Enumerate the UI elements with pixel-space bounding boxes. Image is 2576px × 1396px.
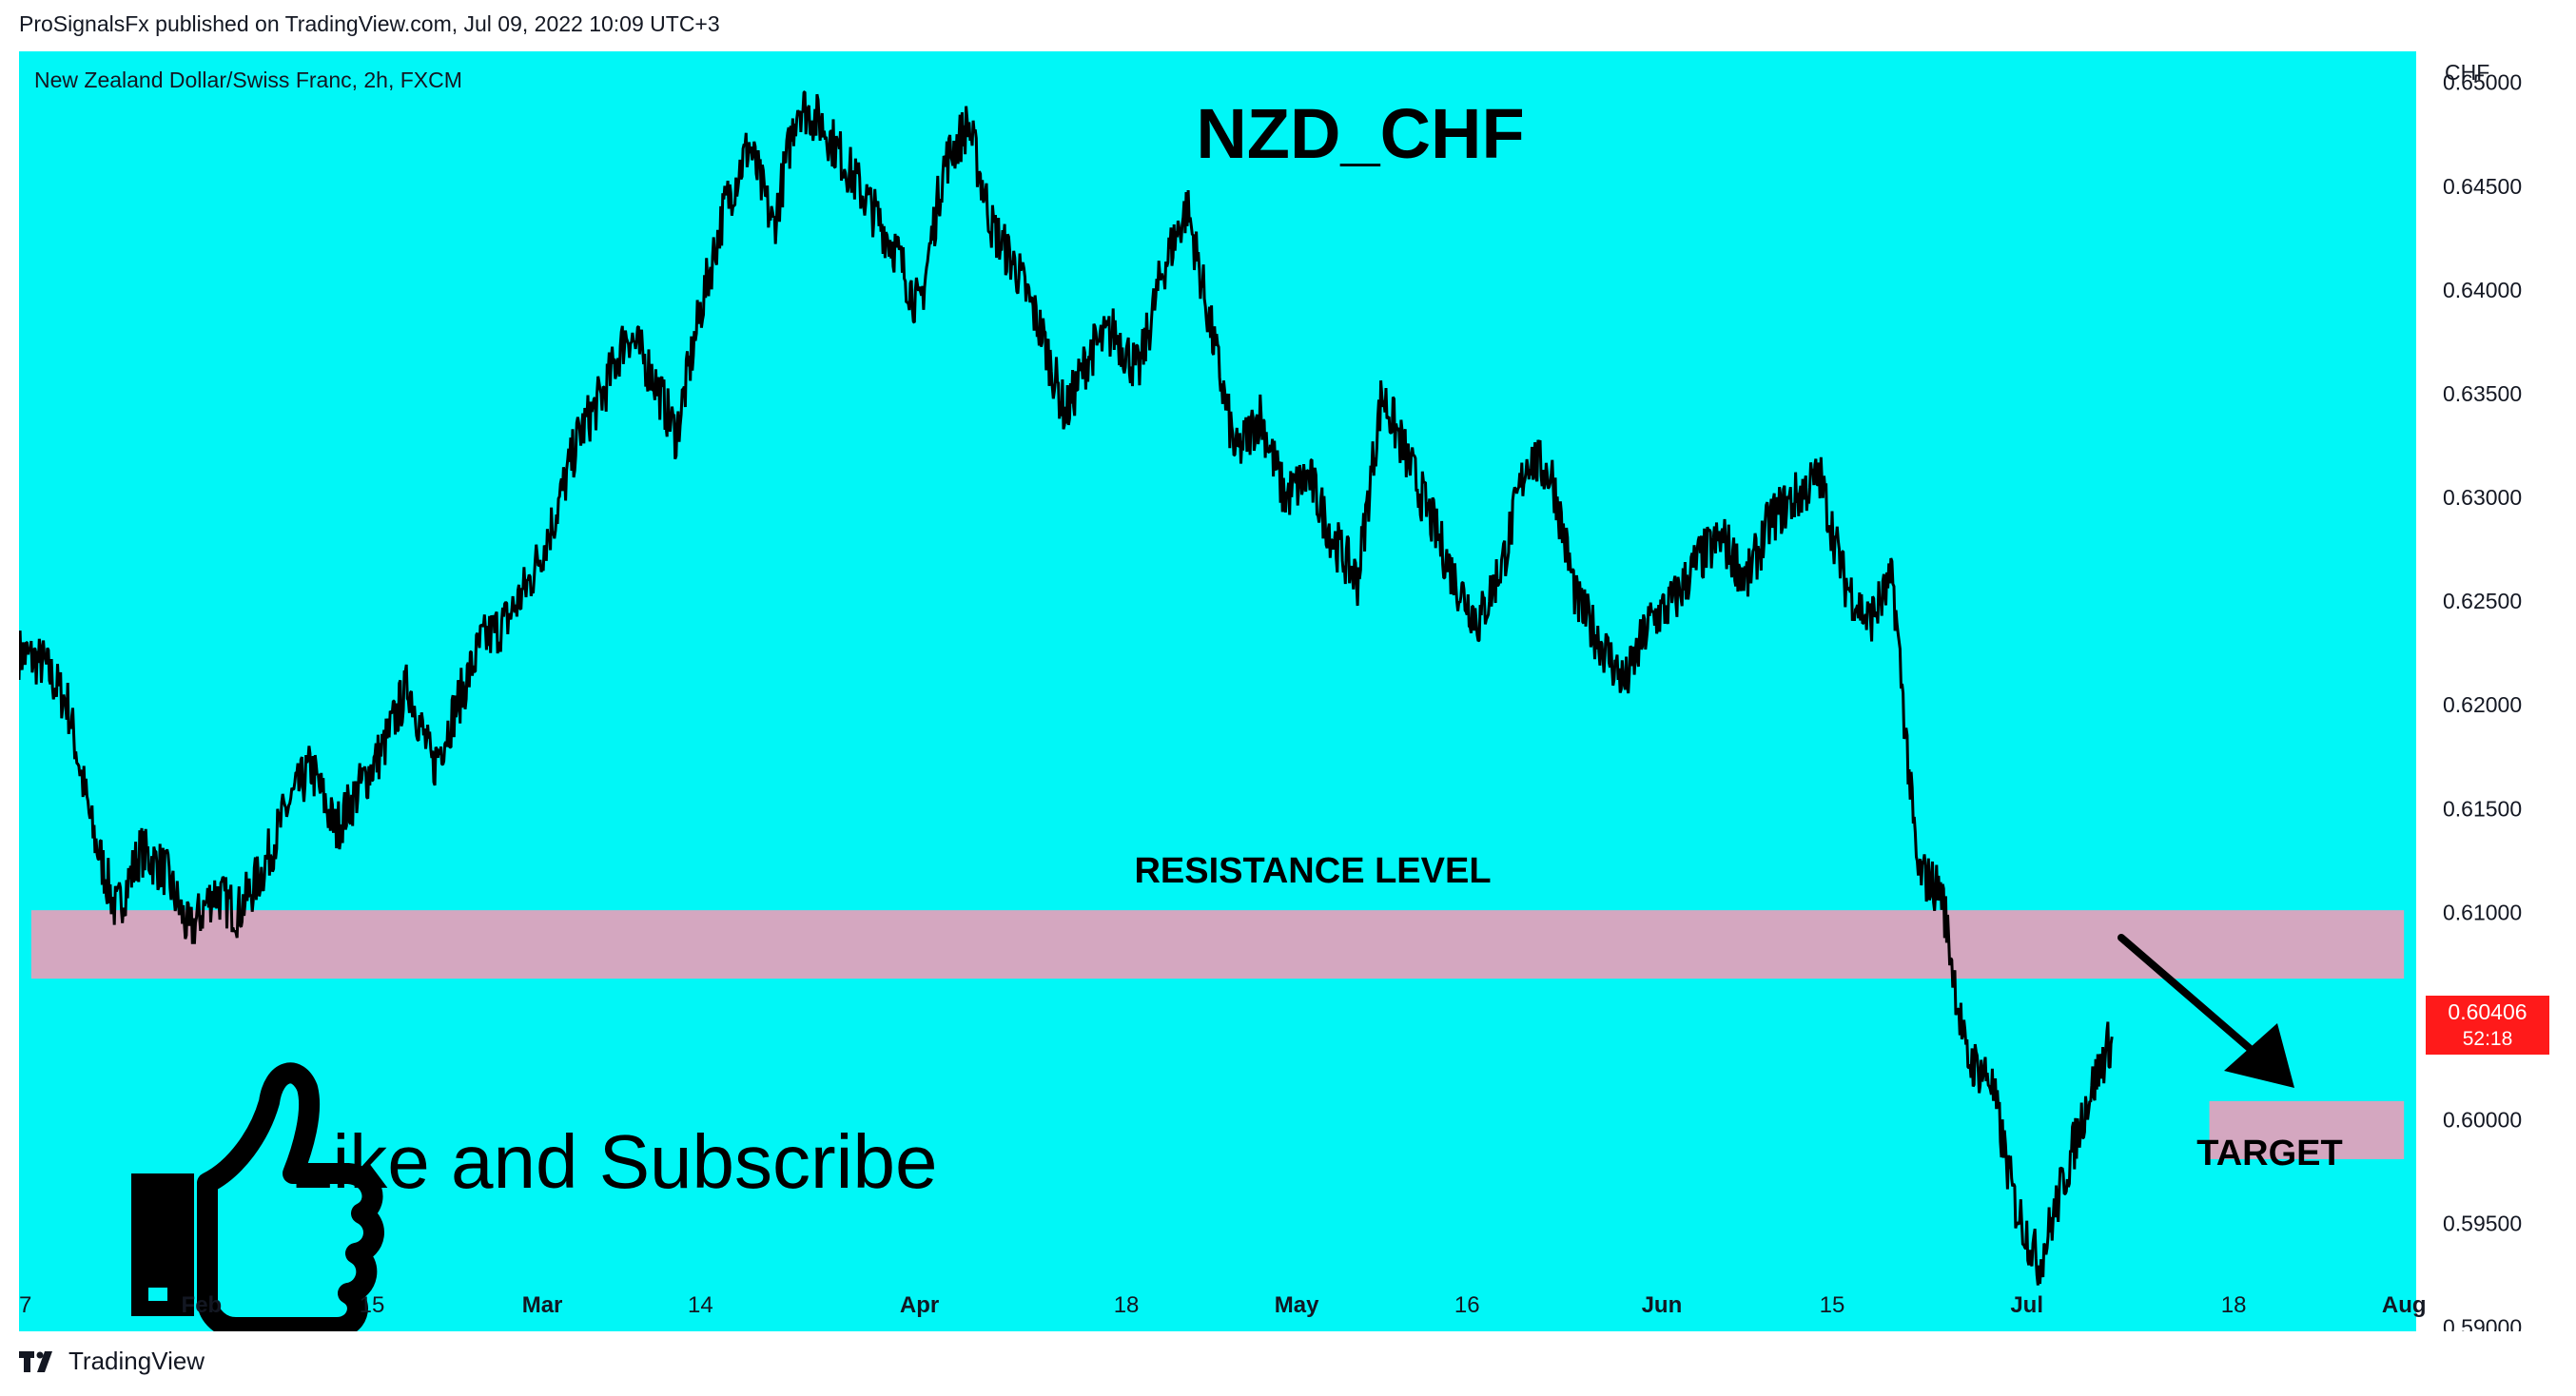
last-price-tag: 0.60406 52:18: [2426, 996, 2549, 1055]
tradingview-logo-icon: [19, 1350, 52, 1372]
x-tick-label: 15: [360, 1292, 385, 1318]
x-tick-label: Aug: [2382, 1292, 2427, 1318]
price-axis-background: [2416, 51, 2559, 1331]
x-tick-label: Feb: [182, 1292, 223, 1318]
target-label: TARGET: [2196, 1134, 2342, 1173]
y-tick-label: 0.59500: [2443, 1212, 2522, 1236]
price-chart[interactable]: New Zealand Dollar/Swiss Franc, 2h, FXCM…: [17, 51, 2559, 1340]
arrow-down-right-icon: [2117, 934, 2294, 1088]
x-tick-label: 7: [19, 1292, 31, 1318]
y-tick-label: 0.62500: [2443, 589, 2522, 613]
x-tick-label: 14: [688, 1292, 713, 1318]
publish-header: ProSignalsFx published on TradingView.co…: [19, 11, 720, 36]
y-tick-label: 0.61000: [2443, 900, 2522, 924]
x-tick-label: Mar: [522, 1292, 563, 1318]
x-tick-label: 18: [2221, 1292, 2247, 1318]
thumbs-up-icon: [131, 1062, 384, 1338]
x-tick-label: 18: [1114, 1292, 1140, 1318]
y-tick-label: 0.59000: [2443, 1315, 2522, 1331]
resistance-label: RESISTANCE LEVEL: [1134, 851, 1491, 891]
x-tick-label: May: [1275, 1292, 1319, 1318]
y-tick-label: 0.62000: [2443, 692, 2522, 717]
chart-title: NZD_CHF: [1196, 94, 1524, 173]
y-tick-label: 0.64000: [2443, 278, 2522, 302]
last-price-value: 0.60406: [2448, 999, 2527, 1024]
x-tick-label: Jun: [1642, 1292, 1683, 1318]
candle-layer: [17, 90, 2114, 1286]
footer: TradingView: [19, 1347, 205, 1376]
price-series-line: [17, 90, 2114, 1286]
y-tick-label: 0.64500: [2443, 174, 2522, 199]
x-tick-label: 15: [1820, 1292, 1845, 1318]
x-tick-label: Apr: [900, 1292, 939, 1318]
cta-text: Like and Subscribe: [290, 1119, 937, 1204]
currency-label: CHF: [2445, 60, 2489, 85]
y-tick-label: 0.63000: [2443, 485, 2522, 510]
footer-brand: TradingView: [68, 1347, 205, 1375]
bar-countdown: 52:18: [2463, 1028, 2513, 1050]
chart-background: [19, 51, 2416, 1331]
y-tick-label: 0.60000: [2443, 1107, 2522, 1132]
x-tick-label: 16: [1454, 1292, 1480, 1318]
target-zone: [2209, 1100, 2405, 1159]
time-axis[interactable]: 7 Feb 15 Mar 14 Apr 18 May 16 Jun 15 Jul 18 Aug: [19, 1292, 2427, 1318]
y-tick-label: 0.61500: [2443, 796, 2522, 821]
y-tick-label: 0.63500: [2443, 381, 2522, 406]
x-tick-label: Jul: [2010, 1292, 2043, 1318]
symbol-label: New Zealand Dollar/Swiss Franc, 2h, FXCM: [34, 68, 462, 92]
y-tick-label: 0.65000: [2443, 70, 2522, 95]
chart-svg[interactable]: New Zealand Dollar/Swiss Franc, 2h, FXCM…: [17, 51, 2559, 1340]
zones-layer: [30, 910, 2405, 1159]
resistance-zone: [30, 910, 2405, 979]
